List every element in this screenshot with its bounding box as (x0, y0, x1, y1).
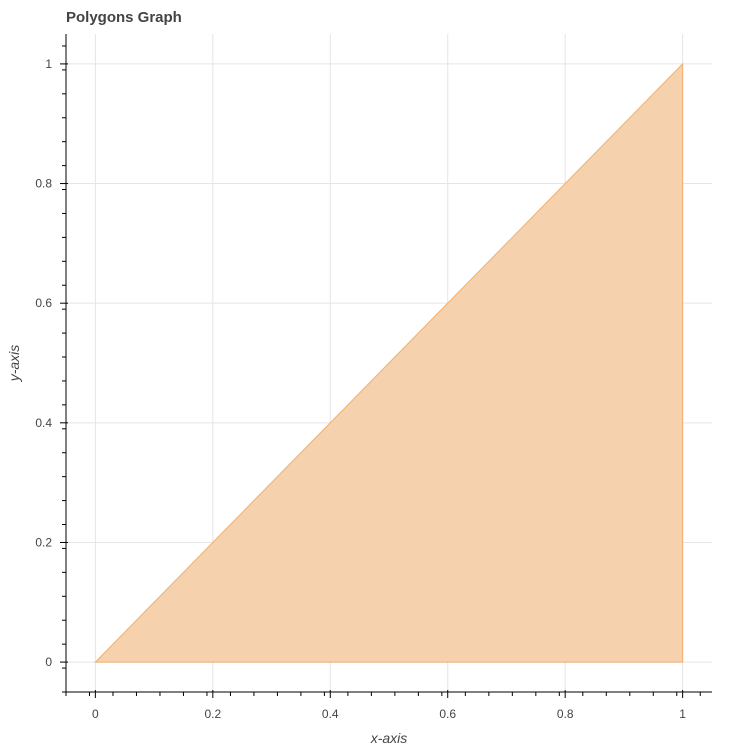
y-tick-label-1: 0.2 (35, 535, 52, 549)
y-tick-label-4: 0.8 (35, 177, 52, 191)
x-axis-label: x-axis (370, 730, 408, 746)
x-tick-label-5: 1 (679, 707, 686, 721)
y-tick-label-3: 0.6 (35, 296, 52, 310)
polygon-0 (94, 62, 684, 663)
x-tick-label-0: 0 (92, 707, 99, 721)
y-axis-label: y-axis (6, 345, 22, 383)
x-tick-label-4: 0.8 (557, 707, 574, 721)
x-tick-label-2: 0.4 (322, 707, 339, 721)
y-tick-label-0: 0 (45, 655, 52, 669)
y-tick-label-2: 0.4 (35, 416, 52, 430)
chart-title: Polygons Graph (66, 9, 182, 26)
ticks: 0 0.2 0.4 0.6 0.8 1 0 0.2 0.4 0.6 0.8 1 (35, 45, 701, 721)
x-tick-label-3: 0.6 (439, 707, 456, 721)
x-tick-label-1: 0.2 (204, 707, 221, 721)
axes (65, 34, 712, 693)
y-tick-label-5: 1 (45, 57, 52, 71)
polygons (94, 62, 684, 663)
